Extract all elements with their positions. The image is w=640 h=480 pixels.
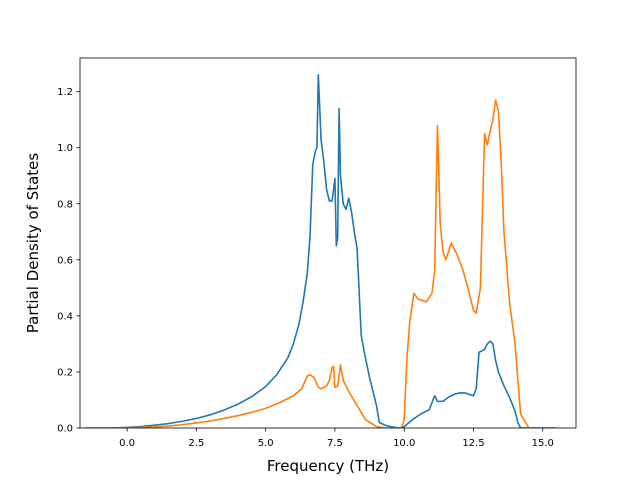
x-tick-label: 0.0 xyxy=(119,438,135,449)
y-tick-label: 1.2 xyxy=(57,87,73,98)
y-axis-ticks: 0.0 0.2 0.4 0.6 0.8 1.0 1.2 xyxy=(57,87,80,435)
plot-frame xyxy=(79,57,577,429)
x-tick-label: 10.0 xyxy=(393,438,415,449)
y-tick-label: 0.6 xyxy=(57,255,73,266)
plot-lines xyxy=(85,74,557,428)
x-tick-label: 7.5 xyxy=(327,438,343,449)
y-tick-label: 1.0 xyxy=(57,143,73,154)
x-axis-label: Frequency (THz) xyxy=(267,457,389,475)
x-tick-label: 2.5 xyxy=(188,438,204,449)
x-tick-label: 15.0 xyxy=(532,438,554,449)
y-axis-label: Partial Density of States xyxy=(24,153,42,334)
series-line-2 xyxy=(85,99,557,428)
y-tick-label: 0.0 xyxy=(57,424,73,435)
y-tick-label: 0.4 xyxy=(57,311,73,322)
x-axis-ticks: 0.0 2.5 5.0 7.5 10.0 12.5 15.0 xyxy=(119,428,554,449)
x-tick-label: 5.0 xyxy=(258,438,274,449)
y-tick-label: 0.8 xyxy=(57,199,73,210)
x-tick-label: 12.5 xyxy=(462,438,484,449)
series-line-1 xyxy=(85,74,557,428)
y-tick-label: 0.2 xyxy=(57,367,73,378)
